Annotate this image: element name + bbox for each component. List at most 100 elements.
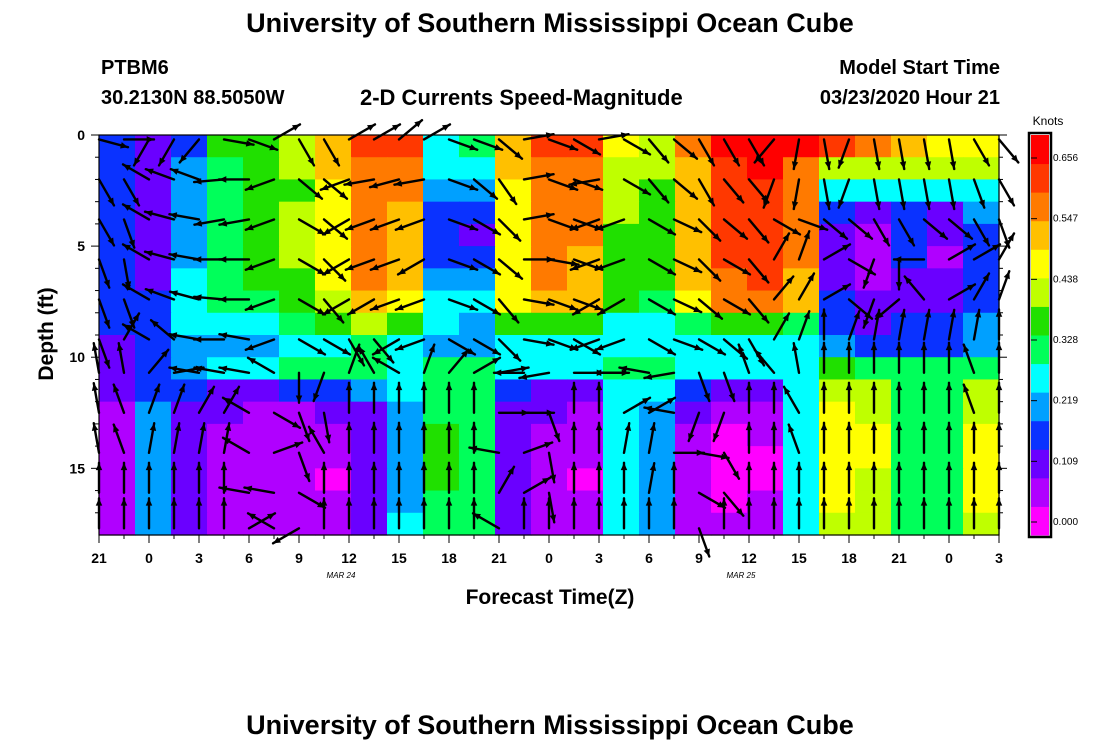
heatmap-cell	[387, 446, 424, 469]
heatmap-cell	[99, 468, 136, 492]
vector-head	[845, 382, 853, 391]
current-vector	[945, 381, 953, 414]
vector-head	[514, 271, 522, 279]
heatmap-cell	[639, 446, 676, 469]
colorbar-swatch	[1031, 163, 1049, 193]
heatmap-cell	[459, 223, 496, 247]
heatmap-cell	[711, 357, 748, 381]
vector-head	[120, 462, 128, 471]
vector-head	[149, 423, 157, 431]
heatmap-cell	[639, 201, 676, 225]
vector-head	[273, 536, 281, 544]
vector-head	[195, 498, 203, 506]
vector-head	[470, 462, 478, 471]
heatmap-cell	[603, 157, 640, 181]
heatmap-cell	[495, 335, 532, 358]
vector-head	[339, 231, 347, 239]
heatmap-cell	[963, 290, 1000, 314]
heatmap-cell	[387, 157, 424, 181]
current-vector	[169, 167, 201, 181]
heatmap-cell	[387, 468, 424, 492]
current-vector	[772, 218, 802, 236]
heatmap-cell	[135, 179, 172, 203]
current-vector	[147, 348, 170, 374]
vector-head	[792, 227, 800, 235]
vector-head	[624, 423, 632, 431]
heatmap-cell	[783, 268, 820, 292]
vector-head	[509, 196, 517, 205]
current-vector	[822, 283, 852, 301]
vector-head	[392, 124, 400, 131]
current-vector	[895, 421, 903, 454]
colorbar-tick-label: 0.656	[1053, 153, 1078, 164]
vector-head	[161, 349, 169, 358]
current-vector	[217, 296, 251, 303]
vector-head	[670, 498, 678, 506]
heatmap-cell	[891, 357, 928, 381]
heatmap-cell	[279, 423, 316, 447]
vector-head	[594, 184, 603, 191]
heatmap-cell	[747, 512, 784, 536]
vector-head	[219, 176, 227, 183]
current-vector	[747, 138, 766, 167]
vector-head	[1011, 154, 1019, 163]
heatmap-cell	[243, 401, 280, 425]
heatmap-cell	[639, 312, 676, 336]
current-vector	[872, 138, 882, 171]
colorbar-swatch	[1031, 335, 1049, 365]
current-vector	[572, 178, 604, 191]
current-vector	[447, 348, 470, 374]
heatmap-cell	[387, 312, 424, 336]
heatmap-cell	[459, 201, 496, 225]
vector-head	[120, 142, 128, 149]
current-vector	[747, 258, 770, 284]
vector-head	[370, 264, 379, 271]
current-vector	[595, 461, 603, 494]
heatmap-cell	[963, 401, 1000, 425]
heatmap-cell	[783, 157, 820, 181]
vector-head	[770, 422, 778, 431]
vector-head	[145, 288, 154, 295]
vector-head	[693, 306, 702, 313]
current-vector	[297, 178, 324, 200]
current-vector	[920, 461, 928, 494]
vector-head	[245, 344, 254, 351]
vector-head	[717, 347, 725, 355]
current-vector	[447, 218, 479, 231]
current-vector	[820, 497, 828, 530]
vector-head	[512, 353, 521, 361]
vector-head	[194, 336, 202, 343]
heatmap-cell	[315, 468, 352, 492]
current-vector	[947, 308, 957, 341]
vector-head	[511, 314, 519, 323]
current-vector	[420, 421, 428, 454]
current-vector	[647, 298, 677, 316]
current-vector	[547, 451, 557, 484]
vector-head	[736, 508, 744, 516]
heatmap-cell	[459, 401, 496, 425]
heatmap-cell	[207, 157, 244, 181]
x-date-label: MAR 25	[727, 571, 756, 580]
vector-head	[178, 384, 185, 393]
vector-head	[895, 382, 903, 391]
vector-head	[939, 231, 947, 239]
heatmap-cell	[819, 135, 856, 158]
current-vector	[322, 218, 349, 240]
vector-head	[174, 423, 182, 431]
current-vector	[972, 272, 991, 301]
current-vector	[369, 298, 401, 311]
heatmap-cell	[531, 357, 568, 381]
vector-head	[103, 359, 110, 368]
heatmap-cell	[495, 312, 532, 336]
current-vector	[845, 381, 853, 414]
current-vector	[243, 485, 276, 494]
heatmap-cell	[279, 401, 316, 425]
heatmap-cell	[423, 401, 460, 425]
heatmap-cell	[675, 268, 712, 292]
current-vector	[192, 336, 226, 343]
heatmap-cell	[387, 290, 424, 314]
vector-head	[595, 344, 604, 351]
heatmap-cell	[747, 446, 784, 469]
vector-head	[598, 307, 606, 315]
vector-head	[469, 224, 478, 231]
